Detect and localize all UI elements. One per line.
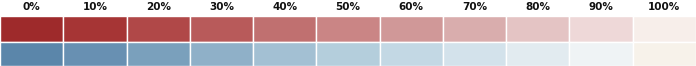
Bar: [379, 16, 443, 42]
Text: 20%: 20%: [145, 2, 171, 12]
Bar: [63, 16, 127, 42]
Text: 40%: 40%: [272, 2, 297, 12]
Bar: [569, 16, 633, 42]
Text: 10%: 10%: [82, 2, 107, 12]
Bar: [317, 16, 379, 42]
Text: 80%: 80%: [525, 2, 551, 12]
Bar: [443, 16, 506, 42]
Bar: [253, 42, 317, 66]
Bar: [253, 16, 317, 42]
Bar: [379, 42, 443, 66]
Text: 50%: 50%: [335, 2, 361, 12]
Text: 30%: 30%: [209, 2, 234, 12]
Bar: [317, 42, 379, 66]
Bar: [443, 42, 506, 66]
Text: 0%: 0%: [23, 2, 40, 12]
Bar: [506, 16, 569, 42]
Text: 100%: 100%: [648, 2, 681, 12]
Bar: [633, 42, 696, 66]
Text: 70%: 70%: [462, 2, 487, 12]
Bar: [127, 16, 190, 42]
Bar: [506, 42, 569, 66]
Bar: [0, 42, 63, 66]
Bar: [190, 16, 253, 42]
Bar: [633, 16, 696, 42]
Bar: [63, 42, 127, 66]
Bar: [0, 16, 63, 42]
Text: 60%: 60%: [399, 2, 424, 12]
Bar: [190, 42, 253, 66]
Bar: [127, 42, 190, 66]
Text: 90%: 90%: [589, 2, 614, 12]
Bar: [569, 42, 633, 66]
